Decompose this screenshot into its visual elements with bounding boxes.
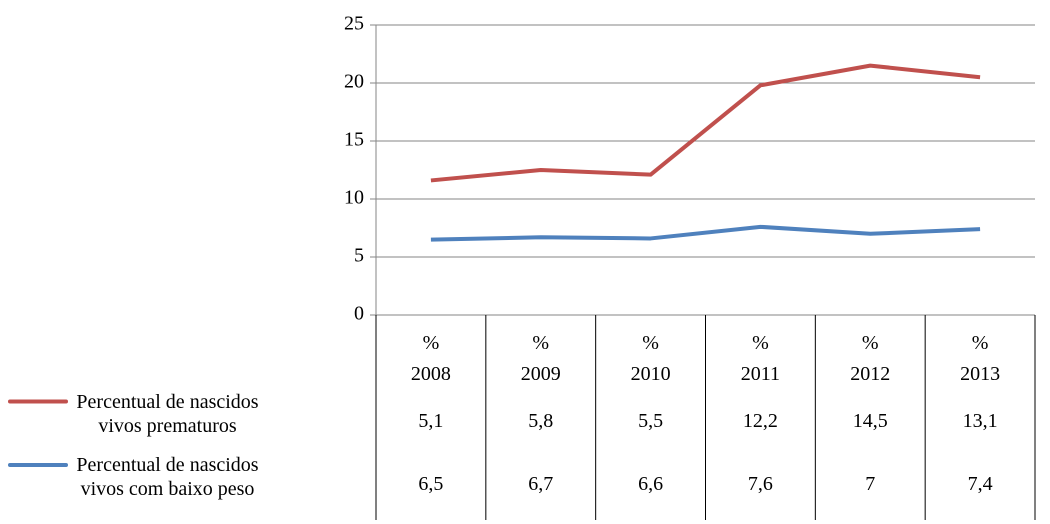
legend-label: Percentual de nascidos vivos com baixo p… xyxy=(76,454,259,500)
x-tick-label: % 2012 xyxy=(850,332,891,385)
table-value: 7,4 xyxy=(967,473,993,495)
table-value: 5,8 xyxy=(528,409,554,432)
table-value: 13,1 xyxy=(962,409,998,432)
table-value: 6,5 xyxy=(418,473,444,495)
y-tick-label: 5 xyxy=(354,245,364,267)
table-value: 7 xyxy=(865,473,876,495)
table-value: 5,5 xyxy=(638,409,664,432)
table-value: 7,6 xyxy=(747,473,773,495)
table-value: 12,2 xyxy=(742,409,778,432)
series-line xyxy=(430,224,981,242)
series-line xyxy=(430,63,981,183)
legend-label: Percentual de nascidos vivos prematuros xyxy=(76,390,259,437)
table-value: 6,7 xyxy=(528,473,554,495)
table-value: 6,6 xyxy=(638,473,664,495)
y-tick-label: 25 xyxy=(344,13,364,35)
x-tick-label: % 2013 xyxy=(960,332,1001,385)
x-tick-label: % 2010 xyxy=(630,332,671,385)
x-tick-label: % 2011 xyxy=(740,332,781,385)
y-tick-label: 0 xyxy=(354,303,364,325)
y-tick-label: 20 xyxy=(344,71,364,93)
y-tick-label: 15 xyxy=(344,129,364,151)
table-value: 5,1 xyxy=(418,409,444,432)
x-tick-label: % 2008 xyxy=(410,332,451,385)
x-tick-label: % 2009 xyxy=(520,332,561,385)
y-tick-label: 10 xyxy=(344,187,364,209)
table-value: 14,5 xyxy=(852,409,888,432)
